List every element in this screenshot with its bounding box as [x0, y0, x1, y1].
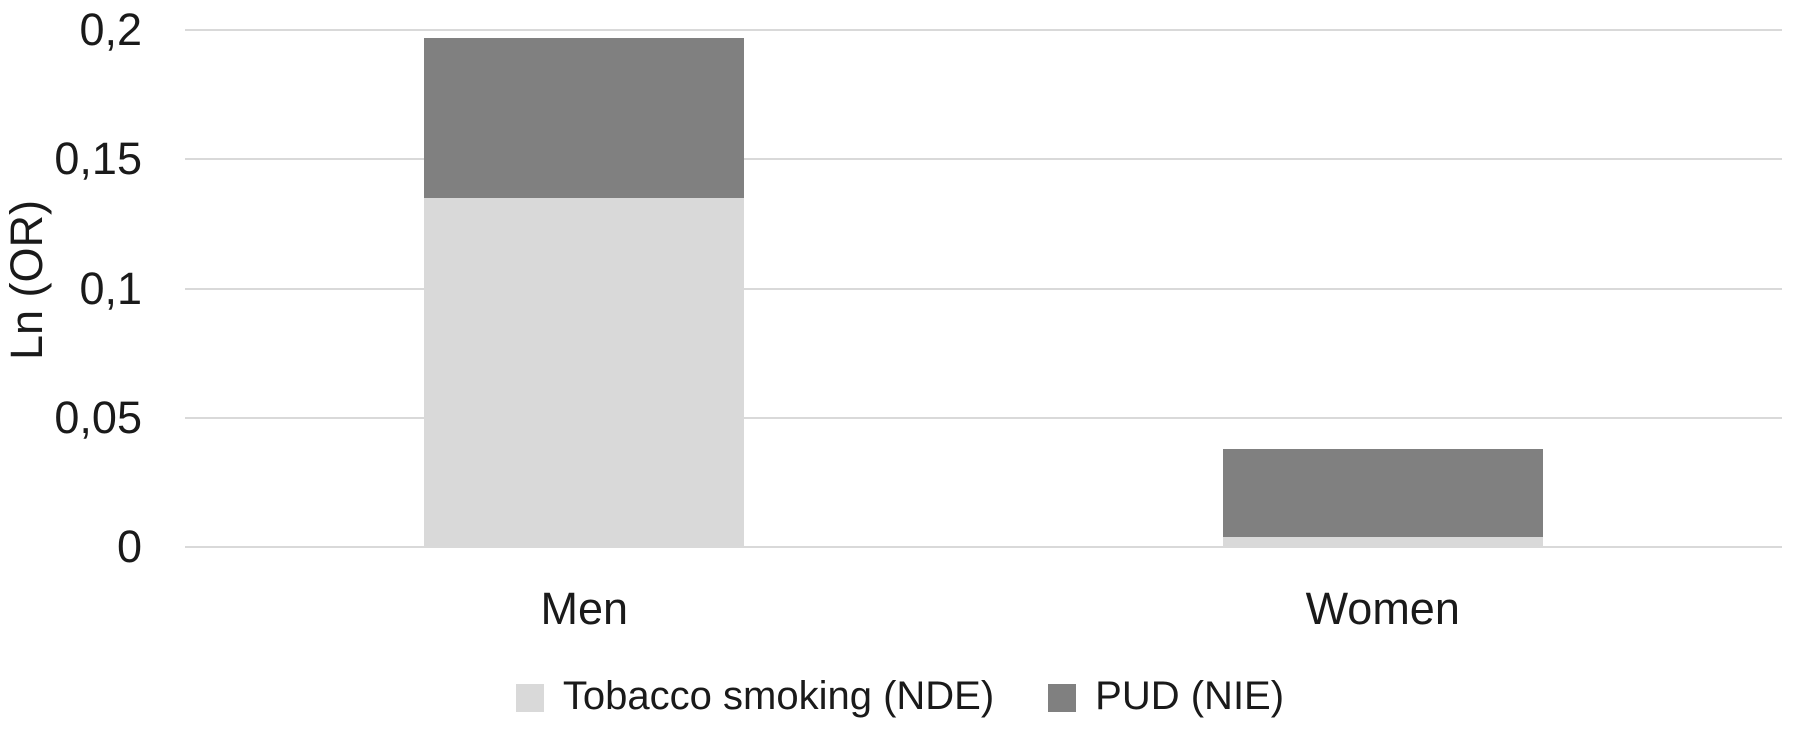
legend: Tobacco smoking (NDE) PUD (NIE)	[0, 672, 1800, 720]
plot-area	[185, 29, 1782, 548]
legend-label: Tobacco smoking (NDE)	[562, 674, 995, 718]
bar-segment	[424, 37, 745, 199]
gridline	[185, 158, 1782, 161]
y-tick-label: 0,15	[54, 133, 142, 185]
bar-men	[424, 37, 745, 547]
gridline	[185, 287, 1782, 290]
y-tick-label: 0,05	[54, 391, 142, 443]
x-category-label: Women	[1305, 583, 1460, 634]
x-category-label: Men	[540, 583, 629, 634]
gridline	[185, 29, 1782, 31]
legend-swatch-icon	[1048, 684, 1077, 712]
gridline	[185, 546, 1782, 548]
y-tick-label: 0,2	[79, 4, 142, 55]
bar-women	[1222, 448, 1543, 547]
bar-segment	[1222, 536, 1543, 547]
legend-swatch-icon	[515, 684, 544, 712]
bar-segment	[424, 198, 745, 547]
legend-label: PUD (NIE)	[1095, 674, 1285, 718]
legend-item: PUD (NIE)	[1048, 672, 1284, 720]
legend-item: Tobacco smoking (NDE)	[515, 672, 995, 720]
y-tick-label: 0,1	[79, 262, 142, 314]
gridline	[185, 416, 1782, 419]
y-tick-label: 0	[116, 521, 142, 572]
bar-segment	[1222, 448, 1543, 537]
